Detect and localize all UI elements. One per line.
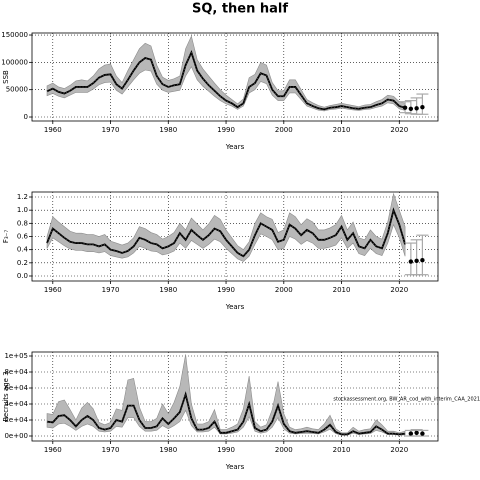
projection-point (402, 105, 408, 110)
x-tick-label: 1970 (102, 446, 120, 454)
x-axis-label: Years (225, 303, 245, 311)
y-axis-label: Recruits age 3 (2, 371, 10, 421)
projection-point (420, 104, 425, 110)
projection-point (408, 431, 414, 436)
x-tick-label: 2000 (275, 446, 293, 454)
median-line-dots (46, 393, 406, 435)
y-tick-label: 8e+04 (4, 368, 28, 376)
x-tick-label: 1990 (217, 126, 235, 134)
x-tick-label: 2010 (333, 286, 351, 294)
projection-point (420, 257, 425, 263)
x-tick-label: 2000 (275, 126, 293, 134)
projection-point (408, 259, 414, 264)
y-tick-label: 50000 (6, 86, 28, 94)
x-tick-label: 2020 (390, 286, 408, 294)
plot-frame (31, 191, 439, 282)
confidence-band (46, 192, 406, 262)
x-tick-label: 2000 (275, 286, 293, 294)
x-tick-label: 2020 (390, 126, 408, 134)
y-tick-label: 1e+05 (4, 352, 28, 360)
y-tick-label: 1.2 (17, 193, 28, 201)
y-tick-label: 0.8 (17, 219, 28, 227)
x-axis-label: Years (225, 463, 245, 471)
x-tick-label: 2010 (333, 126, 351, 134)
y-tick-label: 0.4 (17, 246, 29, 254)
x-tick-label: 1960 (44, 126, 62, 134)
x-axis-label: Years (225, 143, 245, 151)
x-tick-label: 1970 (102, 286, 120, 294)
figure-title: SQ, then half (192, 2, 288, 17)
x-tick-label: 2020 (390, 446, 408, 454)
y-tick-label: 150000 (1, 31, 28, 39)
y-tick-label: 0 (24, 113, 28, 121)
projection-point (420, 431, 425, 436)
plot-area (46, 192, 406, 262)
x-tick-label: 1990 (217, 446, 235, 454)
projection-point (414, 430, 419, 435)
y-axis-label: F₃₋₇ (2, 230, 10, 244)
median-line (46, 50, 406, 111)
x-tick-label: 2010 (333, 446, 351, 454)
projection-point (408, 106, 414, 112)
x-tick-label: 1980 (159, 126, 177, 134)
projection-point (414, 258, 419, 264)
y-tick-label: 0e+00 (4, 432, 28, 440)
projection-point (414, 106, 419, 111)
x-tick-label: 1980 (159, 446, 177, 454)
x-tick-label: 1960 (44, 446, 62, 454)
annotation: stockassessment.org, BW_AR_cod_with_inte… (333, 397, 480, 403)
y-tick-label: 2e+04 (4, 416, 28, 424)
x-tick-label: 1990 (217, 286, 235, 294)
x-tick-label: 1960 (44, 286, 62, 294)
y-tick-label: 0.6 (17, 233, 29, 241)
plot-frame (31, 32, 439, 122)
y-tick-label: 0.0 (17, 272, 28, 280)
y-tick-label: 4e+04 (4, 400, 28, 408)
y-axis-label: SSB (2, 70, 10, 84)
plot-frame (31, 351, 439, 442)
x-tick-label: 1970 (102, 126, 120, 134)
median-line-dots (46, 209, 406, 257)
y-tick-label: 0.2 (17, 259, 28, 267)
y-tick-label: 6e+04 (4, 384, 28, 392)
x-tick-label: 1980 (159, 286, 177, 294)
y-tick-label: 100000 (1, 58, 28, 66)
y-tick-label: 1.0 (17, 206, 28, 214)
